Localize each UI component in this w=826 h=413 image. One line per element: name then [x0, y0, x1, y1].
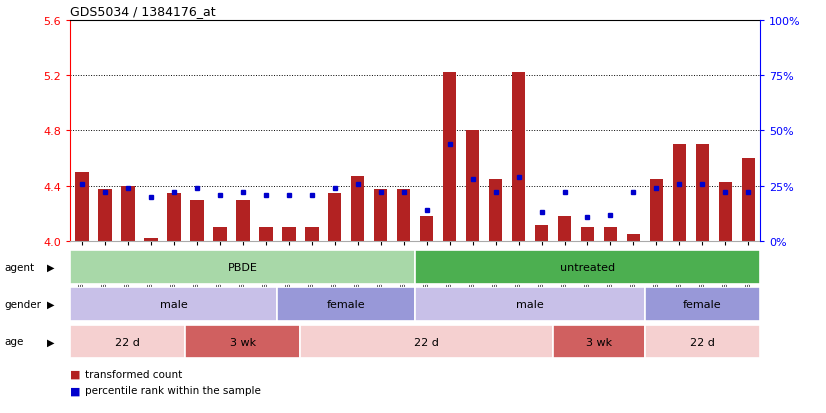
Bar — [190, 200, 203, 242]
Text: agent: agent — [4, 262, 34, 272]
Text: female: female — [327, 299, 365, 310]
Bar — [415, 288, 645, 321]
Text: ■: ■ — [70, 369, 81, 379]
Bar — [373, 189, 387, 242]
Bar — [70, 251, 415, 284]
Text: GDS5034 / 1384176_at: GDS5034 / 1384176_at — [70, 5, 216, 18]
Bar — [97, 189, 112, 242]
Bar — [553, 325, 645, 358]
Bar — [351, 177, 364, 242]
Bar — [121, 186, 135, 242]
Text: 3 wk: 3 wk — [230, 337, 256, 347]
Bar — [70, 325, 185, 358]
Bar — [581, 228, 595, 242]
Bar — [305, 228, 319, 242]
Bar — [185, 325, 300, 358]
Text: 22 d: 22 d — [690, 337, 714, 347]
Text: male: male — [159, 299, 188, 310]
Bar — [604, 228, 617, 242]
Text: untreated: untreated — [560, 262, 615, 273]
Bar — [328, 193, 341, 242]
Bar — [300, 325, 553, 358]
Bar — [511, 73, 525, 242]
Text: male: male — [516, 299, 544, 310]
Text: ■: ■ — [70, 385, 81, 395]
Bar — [627, 235, 640, 242]
Bar — [649, 180, 663, 242]
Text: 22 d: 22 d — [116, 337, 140, 347]
Bar — [466, 131, 479, 242]
Bar — [235, 200, 249, 242]
Bar — [259, 228, 273, 242]
Bar — [695, 145, 710, 242]
Bar — [213, 228, 226, 242]
Text: gender: gender — [4, 299, 41, 309]
Bar — [672, 145, 686, 242]
Text: PBDE: PBDE — [228, 262, 258, 273]
Text: female: female — [683, 299, 722, 310]
Bar — [396, 189, 411, 242]
Bar — [489, 180, 502, 242]
Bar — [70, 288, 278, 321]
Text: ▶: ▶ — [47, 262, 55, 272]
Bar — [443, 73, 457, 242]
Bar — [282, 228, 296, 242]
Bar — [144, 239, 158, 242]
Text: 22 d: 22 d — [414, 337, 439, 347]
Bar — [645, 288, 760, 321]
Bar — [534, 225, 548, 242]
Bar — [645, 325, 760, 358]
Bar — [420, 217, 434, 242]
Bar — [75, 173, 88, 242]
Text: 3 wk: 3 wk — [586, 337, 612, 347]
Text: ▶: ▶ — [47, 337, 55, 347]
Bar — [742, 159, 755, 242]
Text: percentile rank within the sample: percentile rank within the sample — [85, 385, 261, 395]
Bar — [278, 288, 415, 321]
Bar — [415, 251, 760, 284]
Text: transformed count: transformed count — [85, 369, 183, 379]
Text: ▶: ▶ — [47, 299, 55, 309]
Text: age: age — [4, 337, 23, 347]
Bar — [558, 217, 572, 242]
Bar — [167, 193, 181, 242]
Bar — [719, 182, 733, 242]
